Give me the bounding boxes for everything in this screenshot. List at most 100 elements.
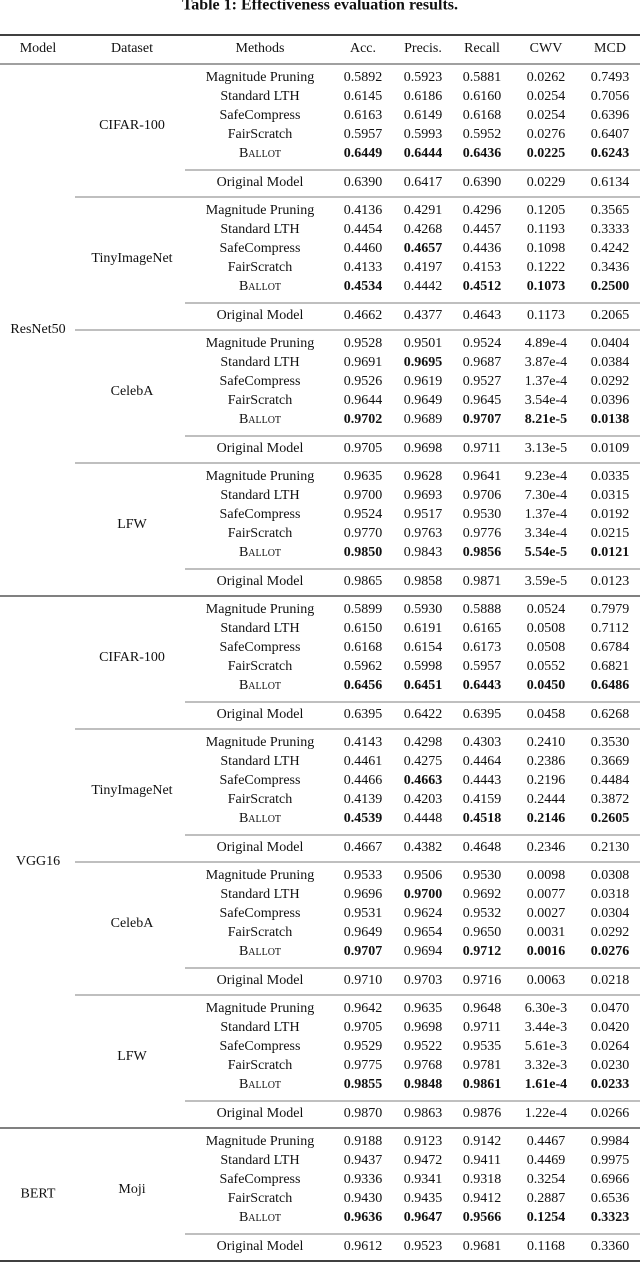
value-cell: 0.4203 xyxy=(404,792,443,807)
value-cell: 0.9698 xyxy=(404,1020,443,1035)
value-cell: 0.4461 xyxy=(344,754,383,769)
value-cell: 0.6443 xyxy=(463,678,502,693)
value-cell: 0.0450 xyxy=(527,678,566,693)
value-cell: 0.0016 xyxy=(527,944,566,959)
value-cell: 0.9650 xyxy=(463,925,502,940)
value-cell: 0.5952 xyxy=(463,127,502,142)
dataset-label: CelebA xyxy=(111,384,155,399)
method-label: Ballot xyxy=(239,678,281,693)
method-label: Standard LTH xyxy=(220,488,299,503)
value-cell: 0.0396 xyxy=(591,393,630,408)
value-cell: 0.0524 xyxy=(527,602,566,617)
value-cell: 0.9700 xyxy=(344,488,383,503)
value-cell: 0.6821 xyxy=(591,659,630,674)
value-cell: 0.4460 xyxy=(344,241,383,256)
value-cell: 0.4648 xyxy=(463,840,502,855)
value-cell: 0.4657 xyxy=(404,241,443,256)
value-cell: 0.5998 xyxy=(404,659,443,674)
method-label: Original Model xyxy=(217,1106,304,1121)
value-cell: 0.9529 xyxy=(344,1039,383,1054)
method-label: FairScratch xyxy=(228,659,293,674)
method-label: FairScratch xyxy=(228,792,293,807)
method-label: Ballot xyxy=(239,279,281,294)
value-cell: 0.0266 xyxy=(591,1106,630,1121)
method-label: Standard LTH xyxy=(220,1153,299,1168)
value-cell: 0.0420 xyxy=(591,1020,630,1035)
value-cell: 0.4133 xyxy=(344,260,383,275)
value-cell: 0.4268 xyxy=(404,222,443,237)
value-cell: 1.37e-4 xyxy=(525,374,567,389)
value-cell: 0.0121 xyxy=(591,545,630,560)
value-cell: 0.9850 xyxy=(344,545,383,560)
method-label: Ballot xyxy=(239,811,281,826)
value-cell: 0.0292 xyxy=(591,374,630,389)
value-cell: 0.9647 xyxy=(404,1210,443,1225)
value-cell: 0.5930 xyxy=(404,602,443,617)
value-cell: 0.9522 xyxy=(404,1039,443,1054)
header-cell: MCD xyxy=(594,41,626,56)
value-cell: 0.9705 xyxy=(344,1020,383,1035)
value-cell: 0.6417 xyxy=(404,175,443,190)
method-label: Magnitude Pruning xyxy=(206,602,315,617)
value-cell: 0.9636 xyxy=(344,1210,383,1225)
value-cell: 0.9775 xyxy=(344,1058,383,1073)
value-cell: 0.9531 xyxy=(344,906,383,921)
value-cell: 0.4143 xyxy=(344,735,383,750)
model-label: VGG16 xyxy=(16,854,60,869)
value-cell: 0.9691 xyxy=(344,355,383,370)
value-cell: 0.0225 xyxy=(527,146,566,161)
method-label: FairScratch xyxy=(228,1058,293,1073)
value-cell: 0.6160 xyxy=(463,89,502,104)
value-cell: 0.1222 xyxy=(527,260,566,275)
value-cell: 0.9437 xyxy=(344,1153,383,1168)
header-cell: CWV xyxy=(530,41,563,56)
value-cell: 0.2346 xyxy=(527,840,566,855)
value-cell: 0.4448 xyxy=(404,811,443,826)
value-cell: 0.4534 xyxy=(344,279,383,294)
value-cell: 0.9707 xyxy=(344,944,383,959)
value-cell: 0.6191 xyxy=(404,621,443,636)
value-cell: 9.23e-4 xyxy=(525,469,567,484)
value-cell: 0.7112 xyxy=(591,621,629,636)
method-label: Standard LTH xyxy=(220,222,299,237)
method-label: SafeCompress xyxy=(220,773,301,788)
value-cell: 0.9566 xyxy=(463,1210,502,1225)
method-label: Magnitude Pruning xyxy=(206,1134,315,1149)
value-cell: 0.1254 xyxy=(527,1210,566,1225)
value-cell: 0.4484 xyxy=(591,773,630,788)
value-cell: 0.0077 xyxy=(527,887,566,902)
value-cell: 0.4643 xyxy=(463,308,502,323)
value-cell: 5.61e-3 xyxy=(525,1039,567,1054)
value-cell: 0.6966 xyxy=(591,1172,630,1187)
value-cell: 0.0315 xyxy=(591,488,630,503)
value-cell: 0.7979 xyxy=(591,602,630,617)
value-cell: 0.6165 xyxy=(463,621,502,636)
method-label: Standard LTH xyxy=(220,754,299,769)
value-cell: 3.34e-4 xyxy=(525,526,567,541)
value-cell: 0.9435 xyxy=(404,1191,443,1206)
value-cell: 0.1098 xyxy=(527,241,566,256)
method-label: Standard LTH xyxy=(220,1020,299,1035)
method-label: Original Model xyxy=(217,707,304,722)
method-label: Original Model xyxy=(217,840,304,855)
value-cell: 0.7056 xyxy=(591,89,630,104)
value-cell: 3.87e-4 xyxy=(525,355,567,370)
value-cell: 0.9843 xyxy=(404,545,443,560)
value-cell: 0.9700 xyxy=(404,887,443,902)
value-cell: 0.5957 xyxy=(344,127,383,142)
method-label: Magnitude Pruning xyxy=(206,735,315,750)
value-cell: 0.5962 xyxy=(344,659,383,674)
value-cell: 0.9648 xyxy=(463,1001,502,1016)
value-cell: 0.4139 xyxy=(344,792,383,807)
value-cell: 0.9412 xyxy=(463,1191,502,1206)
model-label: BERT xyxy=(21,1187,56,1202)
value-cell: 0.6444 xyxy=(404,146,443,161)
value-cell: 0.9501 xyxy=(404,336,443,351)
value-cell: 3.59e-5 xyxy=(525,574,567,589)
value-cell: 0.0233 xyxy=(591,1077,630,1092)
value-cell: 6.30e-3 xyxy=(525,1001,567,1016)
value-cell: 0.5881 xyxy=(463,70,502,85)
value-cell: 0.0254 xyxy=(527,108,566,123)
value-cell: 0.7493 xyxy=(591,70,630,85)
method-label: Original Model xyxy=(217,1239,304,1254)
